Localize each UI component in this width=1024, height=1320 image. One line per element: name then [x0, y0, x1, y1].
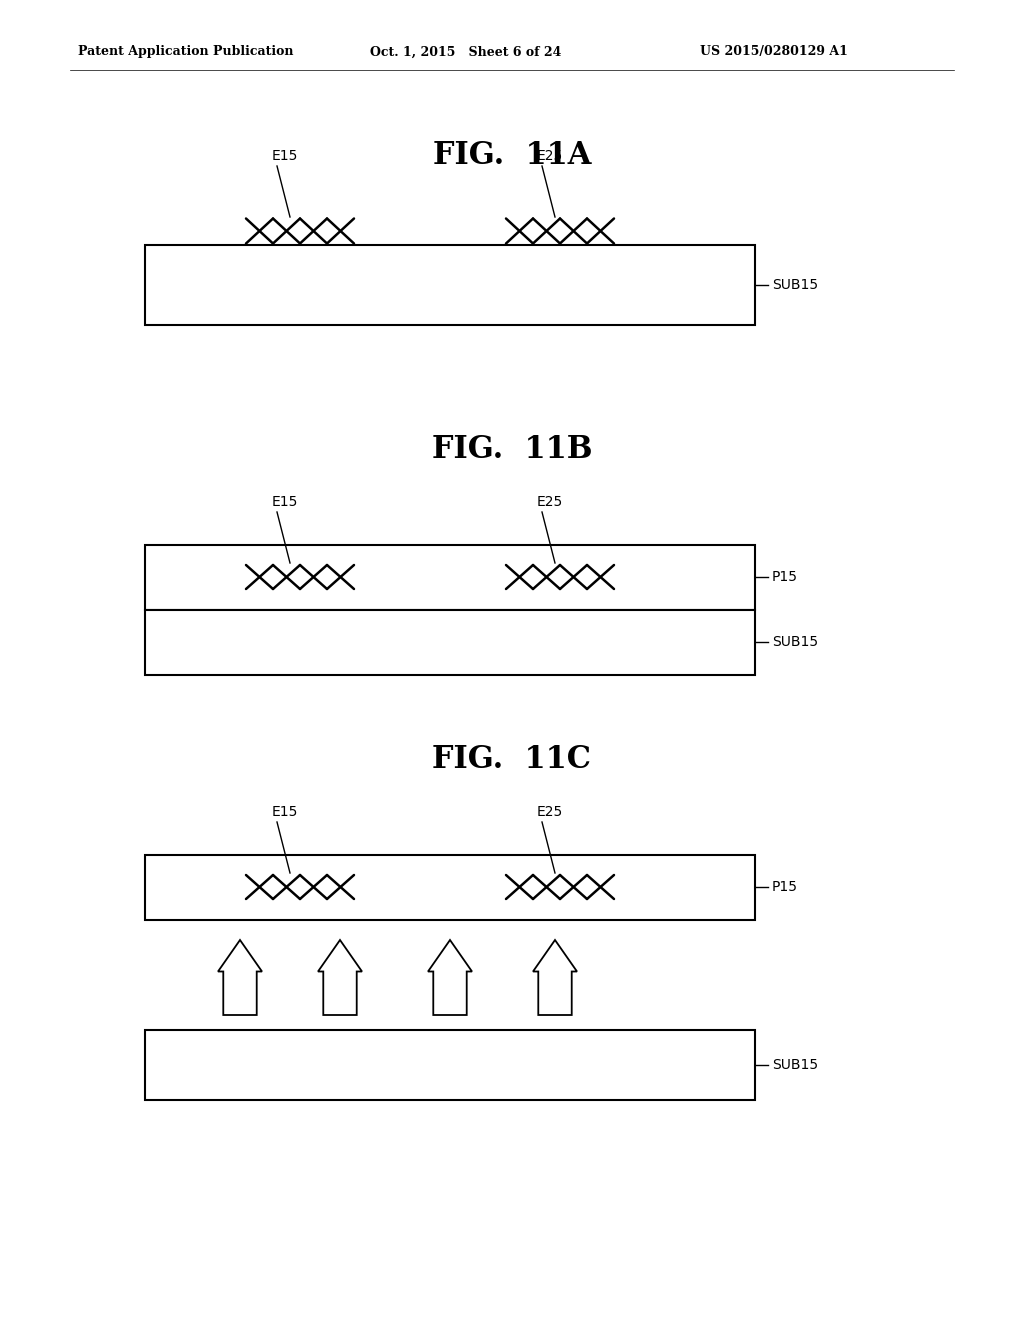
Text: E25: E25 [537, 805, 563, 818]
Text: SUB15: SUB15 [772, 1059, 818, 1072]
Text: FIG.  11A: FIG. 11A [433, 140, 591, 170]
Text: E25: E25 [537, 149, 563, 162]
Text: FIG.  11C: FIG. 11C [432, 744, 592, 776]
Bar [145, 855, 755, 920]
Text: E15: E15 [272, 149, 298, 162]
Text: SUB15: SUB15 [772, 279, 818, 292]
Polygon shape [534, 940, 577, 1015]
Polygon shape [428, 940, 472, 1015]
Polygon shape [318, 940, 362, 1015]
Text: E15: E15 [272, 495, 298, 510]
Text: P15: P15 [772, 570, 798, 583]
Bar [145, 610, 755, 675]
Polygon shape [218, 940, 262, 1015]
Text: Patent Application Publication: Patent Application Publication [78, 45, 294, 58]
Bar [145, 1030, 755, 1100]
Text: E15: E15 [272, 805, 298, 818]
Text: SUB15: SUB15 [772, 635, 818, 649]
Text: US 2015/0280129 A1: US 2015/0280129 A1 [700, 45, 848, 58]
Text: P15: P15 [772, 880, 798, 894]
Bar [145, 545, 755, 610]
Text: E25: E25 [537, 495, 563, 510]
Text: Oct. 1, 2015   Sheet 6 of 24: Oct. 1, 2015 Sheet 6 of 24 [370, 45, 561, 58]
Text: FIG.  11B: FIG. 11B [432, 434, 592, 466]
Bar [145, 246, 755, 325]
